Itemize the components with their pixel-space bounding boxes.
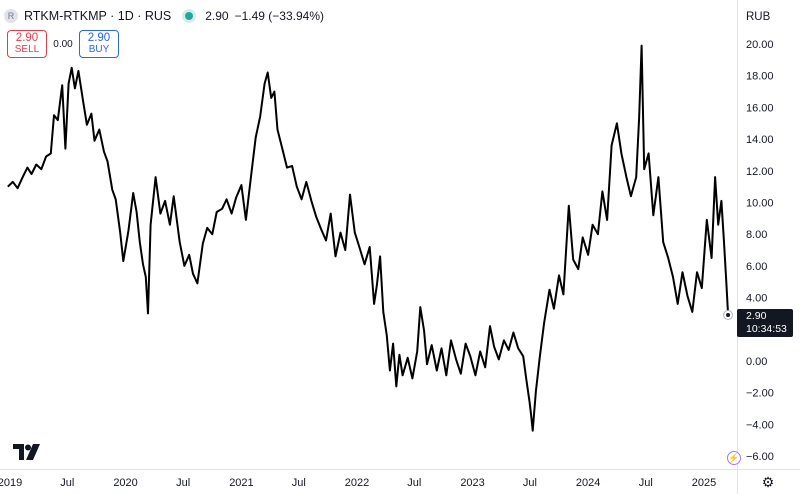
sell-label: SELL bbox=[14, 44, 40, 55]
sell-button[interactable]: 2.90 SELL bbox=[7, 30, 47, 58]
market-open-status-icon bbox=[185, 12, 194, 20]
y-tick-label: 18.00 bbox=[746, 71, 774, 83]
last-price: 2.90 bbox=[205, 9, 229, 23]
last-price-tag-countdown: 10:34:53 bbox=[746, 323, 787, 335]
x-tick-label: Jul bbox=[407, 477, 421, 489]
price-axis[interactable]: 20.00 18.00 16.00 14.00 12.00 10.00 8.00 6.00 4.… bbox=[746, 39, 774, 463]
y-tick-label: −4.00 bbox=[746, 419, 774, 431]
y-tick-label: 14.00 bbox=[746, 134, 774, 146]
symbol-logo-icon: R bbox=[4, 9, 18, 23]
last-price-marker-core bbox=[726, 313, 731, 318]
x-tick-label: 2021 bbox=[229, 477, 253, 489]
x-tick-label: 2019 bbox=[0, 477, 22, 489]
y-tick-label: 8.00 bbox=[746, 229, 767, 241]
sell-price: 2.90 bbox=[15, 32, 39, 44]
x-tick-label: Jul bbox=[176, 477, 190, 489]
tradingview-logo-icon[interactable] bbox=[13, 444, 41, 465]
buy-label: BUY bbox=[88, 44, 110, 55]
x-tick-label: Jul bbox=[292, 477, 306, 489]
buy-button[interactable]: 2.90 BUY bbox=[79, 30, 119, 58]
y-tick-label: 6.00 bbox=[746, 261, 767, 273]
price-series-line bbox=[7, 44, 730, 432]
x-tick-label: Jul bbox=[523, 477, 537, 489]
trade-buttons: 2.90 SELL 0.00 2.90 BUY bbox=[7, 30, 119, 58]
y-tick-label: 10.00 bbox=[746, 198, 774, 210]
spread-value: 0.00 bbox=[53, 38, 73, 50]
lightning-icon[interactable]: ⚡ bbox=[727, 451, 741, 465]
currency-label: RUB bbox=[746, 11, 771, 23]
symbol-title[interactable]: RTKM-RTKMP · 1D · RUS bbox=[24, 9, 172, 23]
x-tick-label: 2020 bbox=[113, 477, 137, 489]
y-tick-label: −6.00 bbox=[746, 451, 774, 463]
y-tick-label: 20.00 bbox=[746, 39, 774, 51]
x-tick-label: 2025 bbox=[692, 477, 716, 489]
time-axis[interactable]: 2019 Jul 2020 Jul 2021 Jul 2022 Jul 2023 Jul 2024 J… bbox=[0, 477, 716, 489]
tradingview-logo-shape bbox=[13, 444, 40, 460]
y-tick-label: 4.00 bbox=[746, 293, 767, 305]
y-tick-label: 16.00 bbox=[746, 102, 774, 114]
x-tick-label: Jul bbox=[60, 477, 74, 489]
last-price-tag: 2.90 10:34:53 bbox=[737, 309, 793, 337]
symbol-header[interactable]: R RTKM-RTKMP · 1D · RUS 2.90 −1.49 (−33.… bbox=[4, 7, 324, 25]
last-price-tag-value: 2.90 bbox=[746, 310, 767, 322]
y-tick-label: 0.00 bbox=[746, 356, 767, 368]
y-tick-label: 12.00 bbox=[746, 166, 774, 178]
buy-price: 2.90 bbox=[87, 32, 111, 44]
y-tick-label: −2.00 bbox=[746, 388, 774, 400]
x-tick-label: 2022 bbox=[345, 477, 369, 489]
x-tick-label: 2024 bbox=[576, 477, 600, 489]
x-tick-label: Jul bbox=[639, 477, 653, 489]
settings-gear-icon[interactable]: ⚙ bbox=[761, 473, 775, 490]
price-change: −1.49 (−33.94%) bbox=[234, 9, 325, 23]
x-tick-label: 2023 bbox=[460, 477, 484, 489]
